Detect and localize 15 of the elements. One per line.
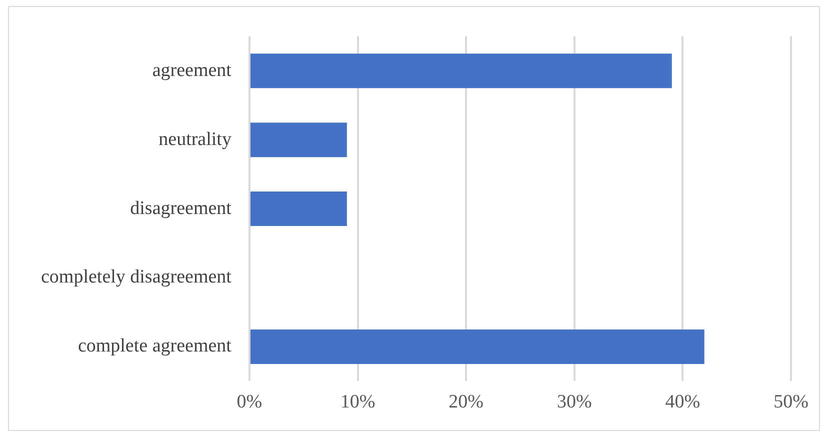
x-tick-label: 10% — [340, 392, 376, 413]
bar — [250, 122, 347, 158]
x-tick-label: 50% — [774, 392, 809, 413]
y-tick-label: completely disagreement — [40, 266, 232, 288]
x-tick-label: 20% — [448, 392, 484, 413]
y-tick-label: disagreement — [130, 198, 232, 219]
bar — [250, 329, 704, 364]
x-tick-label: 0% — [236, 392, 262, 413]
y-tick-label: neutrality — [158, 128, 232, 150]
y-tick-label: complete agreement — [78, 336, 232, 357]
x-tick-label: 40% — [665, 392, 700, 413]
y-tick-label: agreement — [152, 60, 232, 81]
bar — [250, 192, 347, 226]
x-tick-label: 30% — [556, 392, 592, 413]
bar — [250, 54, 672, 88]
